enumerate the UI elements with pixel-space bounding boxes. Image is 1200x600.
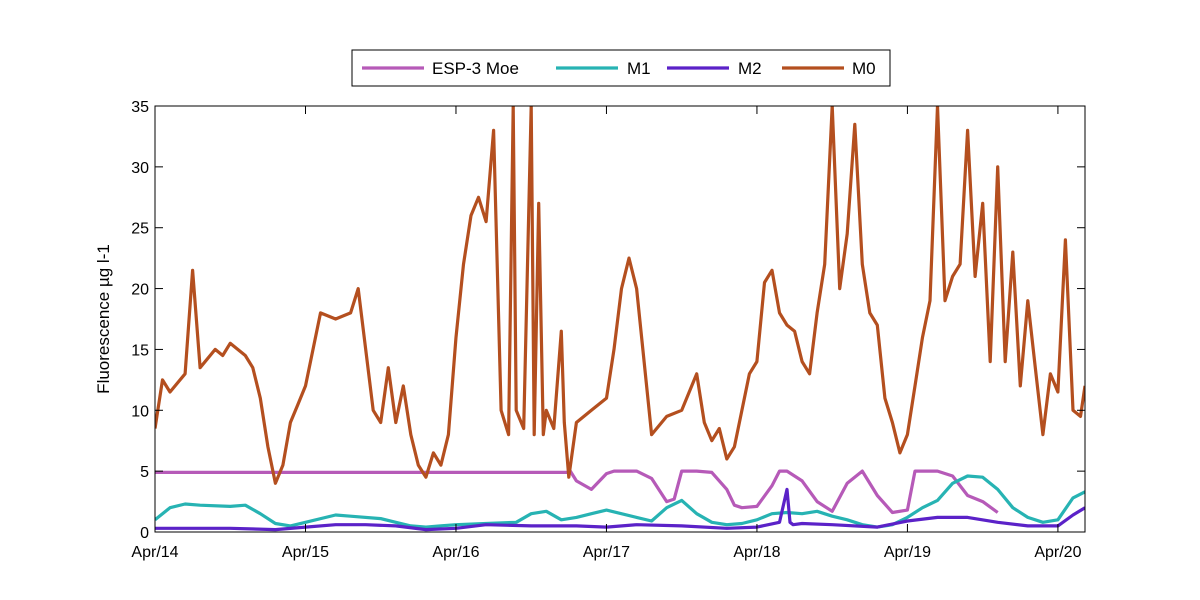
y-tick-label: 0 xyxy=(140,525,149,542)
y-tick-label: 25 xyxy=(131,221,149,238)
x-tick-label: Apr/17 xyxy=(583,544,630,561)
legend-label: M0 xyxy=(852,59,876,78)
y-tick-label: 15 xyxy=(131,342,149,359)
legend-label: ESP-3 Moe xyxy=(432,59,519,78)
x-tick-label: Apr/16 xyxy=(432,544,479,561)
legend-label: M1 xyxy=(627,59,651,78)
x-tick-label: Apr/19 xyxy=(884,544,931,561)
y-tick-label: 20 xyxy=(131,282,149,299)
legend: ESP-3 Moe M1 M2 M0 xyxy=(351,49,891,87)
y-axis: 0 5 10 15 20 25 30 35 xyxy=(131,99,1085,542)
series-line-m1 xyxy=(155,474,1085,529)
legend-label: M2 xyxy=(738,59,762,78)
series-layer xyxy=(155,106,1085,532)
plot-frame xyxy=(154,105,1086,533)
y-tick-label: 10 xyxy=(131,403,149,420)
x-tick-label: Apr/18 xyxy=(733,544,780,561)
y-tick-label: 30 xyxy=(131,160,149,177)
x-tick-label: Apr/14 xyxy=(131,544,178,561)
y-tick-label: 35 xyxy=(131,99,149,116)
x-tick-label: Apr/20 xyxy=(1034,544,1081,561)
series-line-esp-3-moe xyxy=(155,469,999,515)
series-line-m0 xyxy=(155,106,1085,485)
y-tick-label: 5 xyxy=(140,464,149,481)
x-axis: Apr/14 Apr/15 Apr/16 Apr/17 Apr/18 Apr/19 Apr/… xyxy=(131,106,1082,561)
x-tick-label: Apr/15 xyxy=(282,544,329,561)
y-axis-label: Fluorescence µg l-1 xyxy=(94,244,113,394)
series-line-m2 xyxy=(155,487,1085,532)
